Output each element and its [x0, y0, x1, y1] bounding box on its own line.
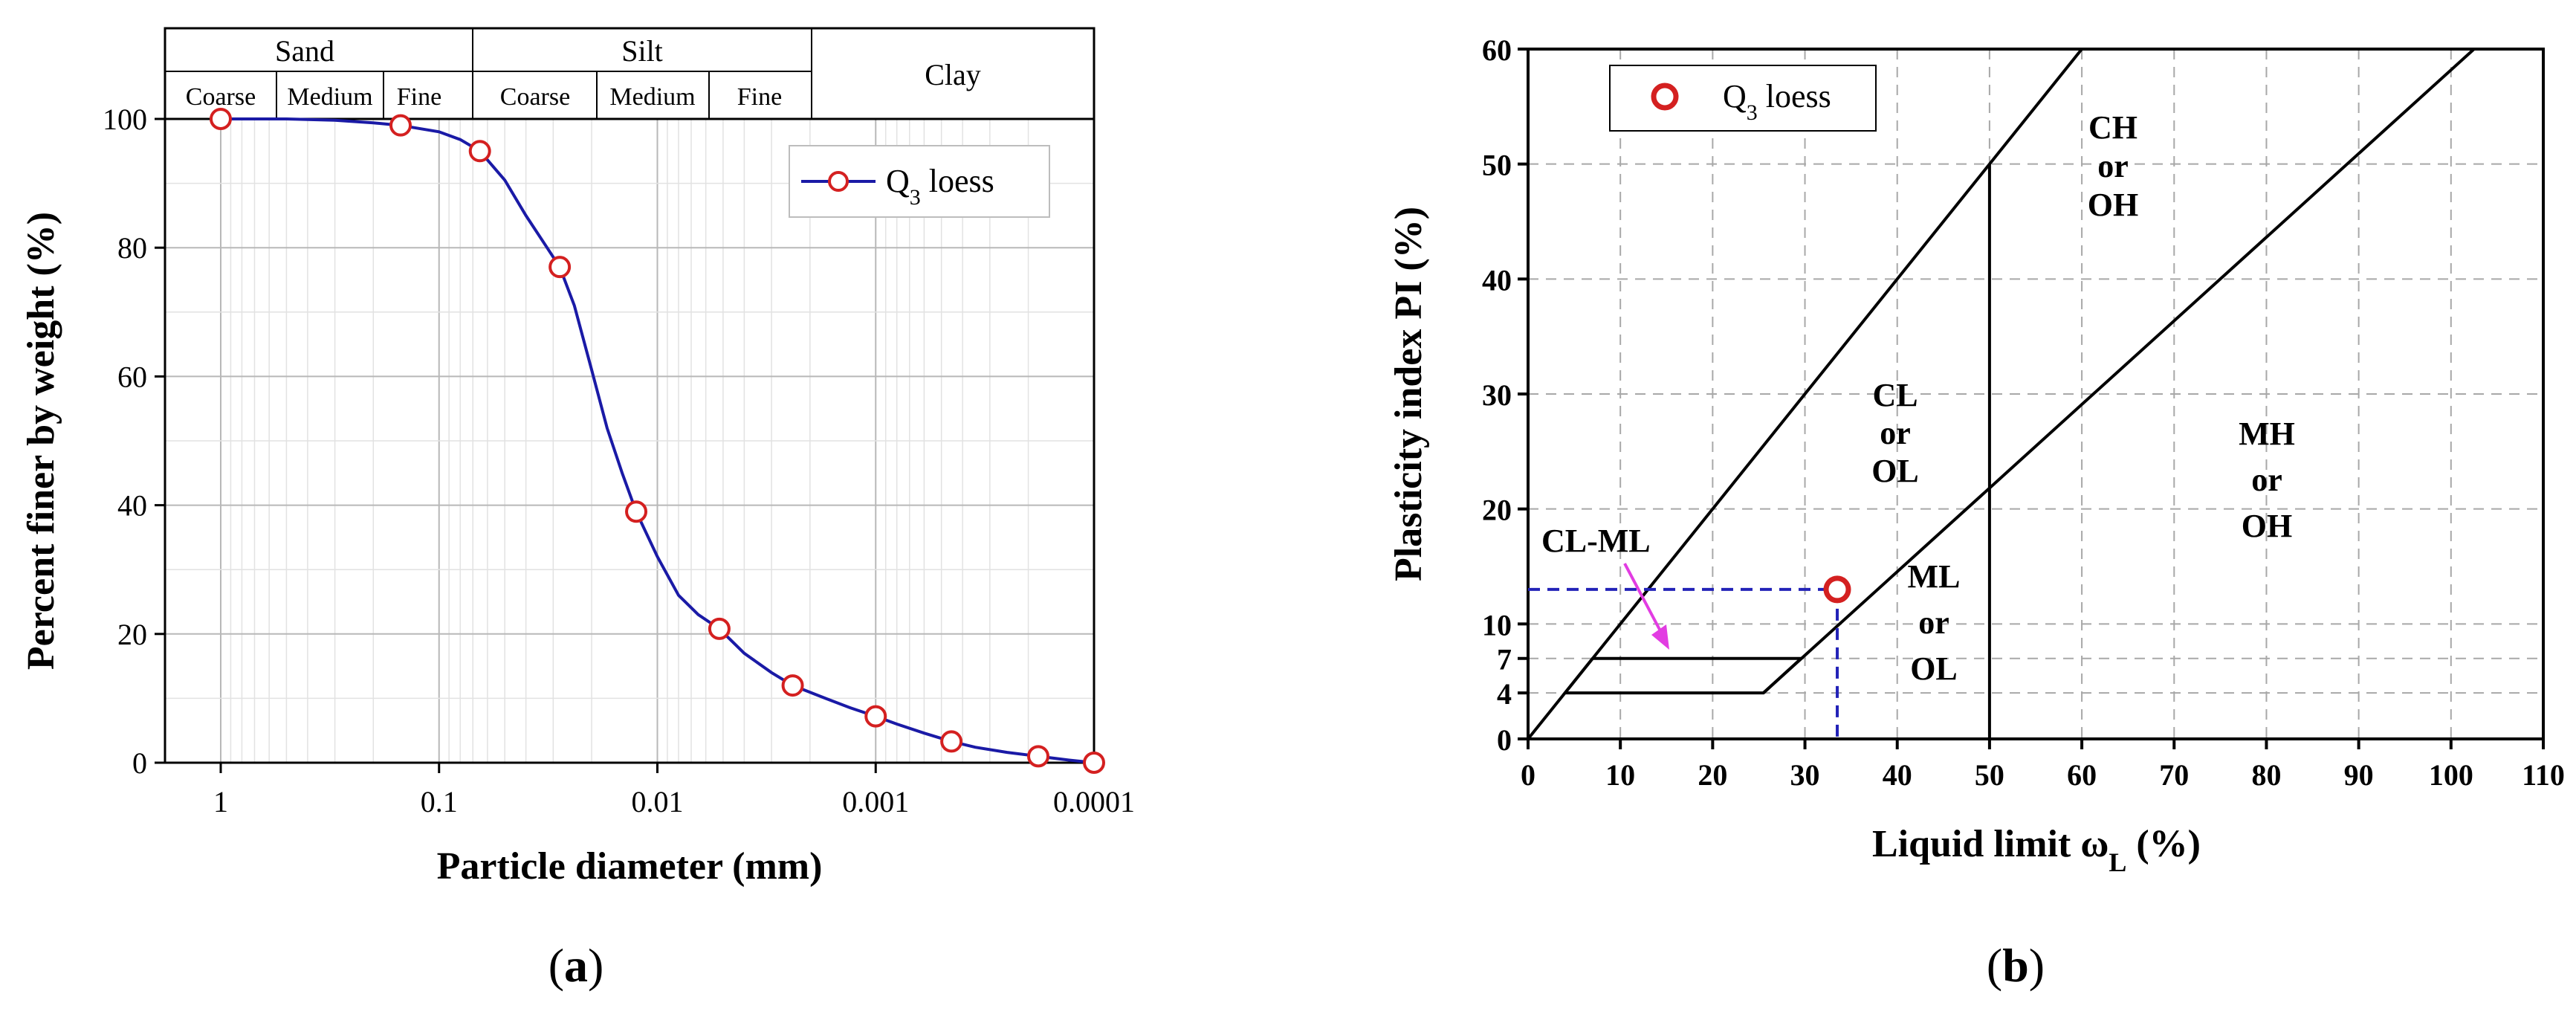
- panel-a-plot-frame: [164, 117, 1096, 764]
- x-tick-label: 110: [2522, 758, 2565, 792]
- x-tick-label: 0.01: [631, 785, 683, 818]
- panel-a-ticks: 1 0.1 0.01 0.001 0.0001 0 20 40 60 80 100: [103, 103, 1135, 818]
- y-tick-label: 80: [117, 231, 147, 265]
- x-tick-label: 0.001: [842, 785, 909, 818]
- cl-ml-arrow-head: [1651, 624, 1669, 650]
- y-tick-label: 0: [1497, 723, 1512, 757]
- panel-b-ylabel: Plasticity index PI (%): [1388, 207, 1430, 581]
- zone-cl: CL: [1872, 377, 1918, 413]
- x-tick-label: 80: [2251, 758, 2281, 792]
- zone-ml-or: or: [1918, 604, 1949, 641]
- y-tick-label: 50: [1482, 149, 1512, 182]
- panel-b-classification-lines: [1527, 48, 2476, 740]
- x-tick-label: 40: [1883, 758, 1912, 792]
- panel-b-zone-labels: CH or OH CL or OL MH or OH ML or OL CL-M…: [1541, 109, 2295, 687]
- panel-b-chart: 0 10 20 30 40 50 60 70 80 90 100 110047102030405060…: [1388, 33, 2565, 992]
- panel-a-ylabel: Percent finer by weight (%): [20, 212, 62, 670]
- x-tick-label: 90: [2344, 758, 2374, 792]
- data-point: [1083, 752, 1105, 774]
- panel-a-legend: Q3 loess: [789, 145, 1050, 218]
- header-clay: Clay: [925, 58, 981, 91]
- data-point: [940, 730, 963, 753]
- zone-mh-or: or: [2251, 462, 2282, 498]
- zone-ol-2: OL: [1910, 650, 1958, 687]
- y-tick-label: 20: [1482, 494, 1512, 527]
- y-tick-label: 10: [1482, 608, 1512, 642]
- panel-a-grid: [165, 119, 1095, 763]
- caption-b: (b): [1987, 939, 2045, 992]
- y-tick-label: 40: [1482, 263, 1512, 297]
- data-point: [389, 114, 412, 137]
- data-point: [468, 140, 491, 163]
- y-tick-label: 100: [103, 103, 147, 136]
- y-tick-label: 4: [1497, 677, 1512, 711]
- cl-ml-arrow: [1623, 563, 1666, 640]
- y-tick-label: 7: [1497, 643, 1512, 676]
- x-tick-label: 0: [1521, 758, 1535, 792]
- data-point: [708, 617, 731, 640]
- header-silt-medium: Medium: [609, 83, 695, 111]
- y-tick-label: 40: [117, 489, 147, 523]
- classification-header: Sand Coarse Medium Fine Silt Coarse Medi…: [164, 27, 1096, 120]
- header-sand-coarse: Coarse: [186, 83, 256, 111]
- x-tick-label: 20: [1698, 758, 1727, 792]
- header-sand: Sand: [275, 34, 334, 68]
- data-point: [548, 256, 572, 279]
- legend-marker: [828, 171, 849, 192]
- x-tick-label: 70: [2159, 758, 2189, 792]
- zone-oh: OH: [2088, 187, 2138, 223]
- caption-a: (a): [548, 939, 604, 992]
- x-tick-label: 0.0001: [1053, 785, 1135, 818]
- x-tick-label: 1: [213, 785, 228, 818]
- legend-label-b: Q3 loess: [1723, 78, 1831, 125]
- x-tick-label: 60: [2067, 758, 2097, 792]
- zone-ch: CH: [2088, 109, 2138, 146]
- data-point: [1027, 745, 1050, 768]
- x-tick-label: 0.1: [421, 785, 458, 818]
- data-point: [781, 674, 804, 697]
- zone-cl-or: or: [1880, 415, 1911, 451]
- a-line: [1762, 48, 2476, 694]
- cl-ml-zone: [1562, 656, 1805, 695]
- y-tick-label: 60: [117, 360, 147, 393]
- header-sand-medium: Medium: [287, 83, 372, 111]
- panel-b-xlabel: Liquid limit ωL (%): [1872, 823, 2201, 877]
- x-tick-label: 100: [2429, 758, 2473, 792]
- header-silt: Silt: [621, 34, 663, 68]
- panel-a-xlabel: Particle diameter (mm): [437, 845, 823, 888]
- data-point: [864, 705, 887, 728]
- zone-mh: MH: [2239, 416, 2295, 452]
- data-point: [625, 500, 648, 523]
- zone-ol: OL: [1871, 453, 1919, 489]
- legend-label: Q3 loess: [886, 163, 994, 210]
- x-tick-label: 10: [1605, 758, 1635, 792]
- panel-a-chart: Sand Coarse Medium Fine Silt Coarse Medi…: [20, 27, 1135, 992]
- y-tick-label: 0: [132, 746, 147, 780]
- header-silt-coarse: Coarse: [500, 83, 570, 111]
- data-point: [209, 108, 232, 130]
- grading-curve: [221, 117, 1095, 764]
- zone-ml: ML: [1908, 558, 1961, 595]
- y-tick-label: 30: [1482, 378, 1512, 412]
- zone-oh-2: OH: [2242, 508, 2292, 544]
- header-silt-fine: Fine: [737, 83, 782, 111]
- x-tick-label: 50: [1975, 758, 2004, 792]
- panel-b-grid: [1528, 49, 2543, 739]
- y-tick-label: 20: [117, 618, 147, 651]
- zone-ch-or: or: [2097, 148, 2129, 184]
- data-point-loess: [1823, 575, 1851, 604]
- panel-a-series: [209, 108, 1105, 774]
- header-sand-fine: Fine: [397, 83, 441, 111]
- legend-marker-b: [1651, 83, 1679, 111]
- y-tick-label: 60: [1482, 33, 1512, 67]
- x-tick-label: 30: [1790, 758, 1820, 792]
- zone-cl-ml: CL-ML: [1541, 523, 1651, 559]
- panel-b-legend: Q3 loess: [1609, 65, 1877, 132]
